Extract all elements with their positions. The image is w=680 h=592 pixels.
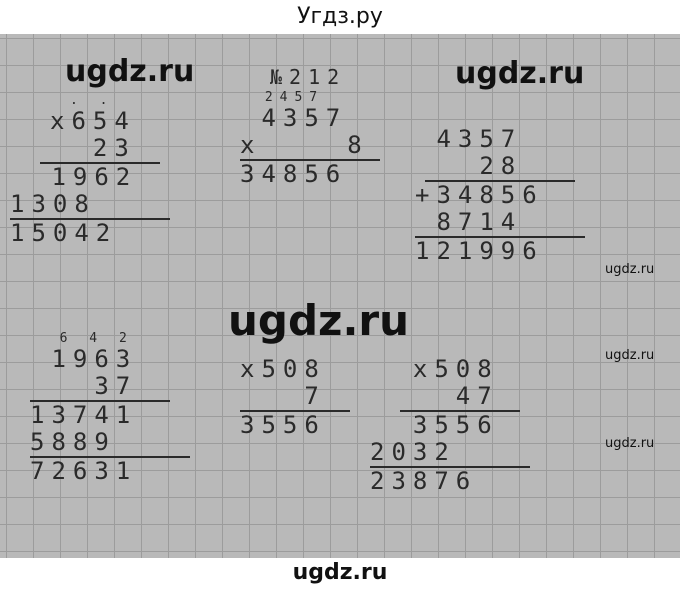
multiplicand: x508	[240, 355, 326, 383]
calculation-654x23: . . x654 23 1962 1308 15042	[10, 94, 170, 247]
rule	[240, 410, 350, 412]
rule	[415, 236, 585, 238]
partial-product: 13741	[30, 401, 138, 429]
site-title: Угдз.ру	[297, 4, 383, 29]
multiplier: 37	[30, 372, 138, 400]
multiplicand: x654	[50, 107, 136, 135]
watermark: ugdz.ru	[228, 296, 410, 345]
footer-watermark: ugdz.ru	[292, 560, 388, 585]
calculation-508x7: x508 7 3556	[240, 356, 350, 439]
partial-product: 3556	[370, 411, 499, 439]
watermark: ugdz.ru	[605, 348, 655, 363]
partial-product: 2032	[370, 438, 456, 466]
rule	[240, 159, 380, 161]
exercise-number: №212	[270, 65, 347, 89]
carry-digits: . .	[70, 93, 115, 108]
calculation-508x47: x508 47 3556 2032 23876	[370, 356, 530, 495]
multiplier: 7	[240, 382, 326, 410]
multiplicand: 4357	[240, 104, 348, 132]
result: 121996	[415, 237, 544, 265]
rule	[30, 456, 190, 458]
result: 23876	[370, 467, 478, 495]
calculation-1963x37: 6 4 2 1963 37 13741 5889 72631	[30, 332, 190, 485]
rule	[40, 162, 160, 164]
watermark: ugdz.ru	[455, 56, 585, 91]
partial-product: 1962	[30, 163, 138, 191]
multiplier: 23	[50, 134, 136, 162]
watermark: ugdz.ru	[605, 436, 655, 451]
rule	[400, 410, 520, 412]
partial-product: 5889	[30, 428, 116, 456]
watermark: ugdz.ru	[65, 54, 195, 89]
rule	[30, 400, 170, 402]
result: 72631	[30, 457, 138, 485]
multiplicand: 4357	[415, 125, 523, 153]
multiplier: x 8	[240, 131, 369, 159]
partial-product: 8714	[415, 208, 523, 236]
carry-digits: 2457	[250, 90, 325, 105]
multiplier: 47	[370, 382, 499, 410]
watermark: ugdz.ru	[605, 262, 655, 277]
partial-product: 1308	[10, 190, 96, 218]
homework-photo: ugdz.ru ugdz.ru ugdz.ru ugdz.ru ugdz.ru …	[0, 34, 680, 558]
partial-product: +34856	[415, 181, 544, 209]
multiplier: 28	[415, 152, 523, 180]
result: 15042	[10, 219, 118, 247]
rule	[10, 218, 170, 220]
multiplicand: 1963	[30, 345, 138, 373]
result: 34856	[240, 160, 348, 188]
rule	[425, 180, 575, 182]
carry-digits: 6 4 2	[30, 331, 134, 346]
multiplicand: x508	[370, 355, 499, 383]
calculation-4357x28: 4357 28 +34856 8714 121996	[415, 126, 585, 265]
rule	[370, 466, 530, 468]
result: 3556	[240, 411, 326, 439]
calculation-4357x8: №212 2457 4357 x 8 34856	[240, 64, 380, 188]
